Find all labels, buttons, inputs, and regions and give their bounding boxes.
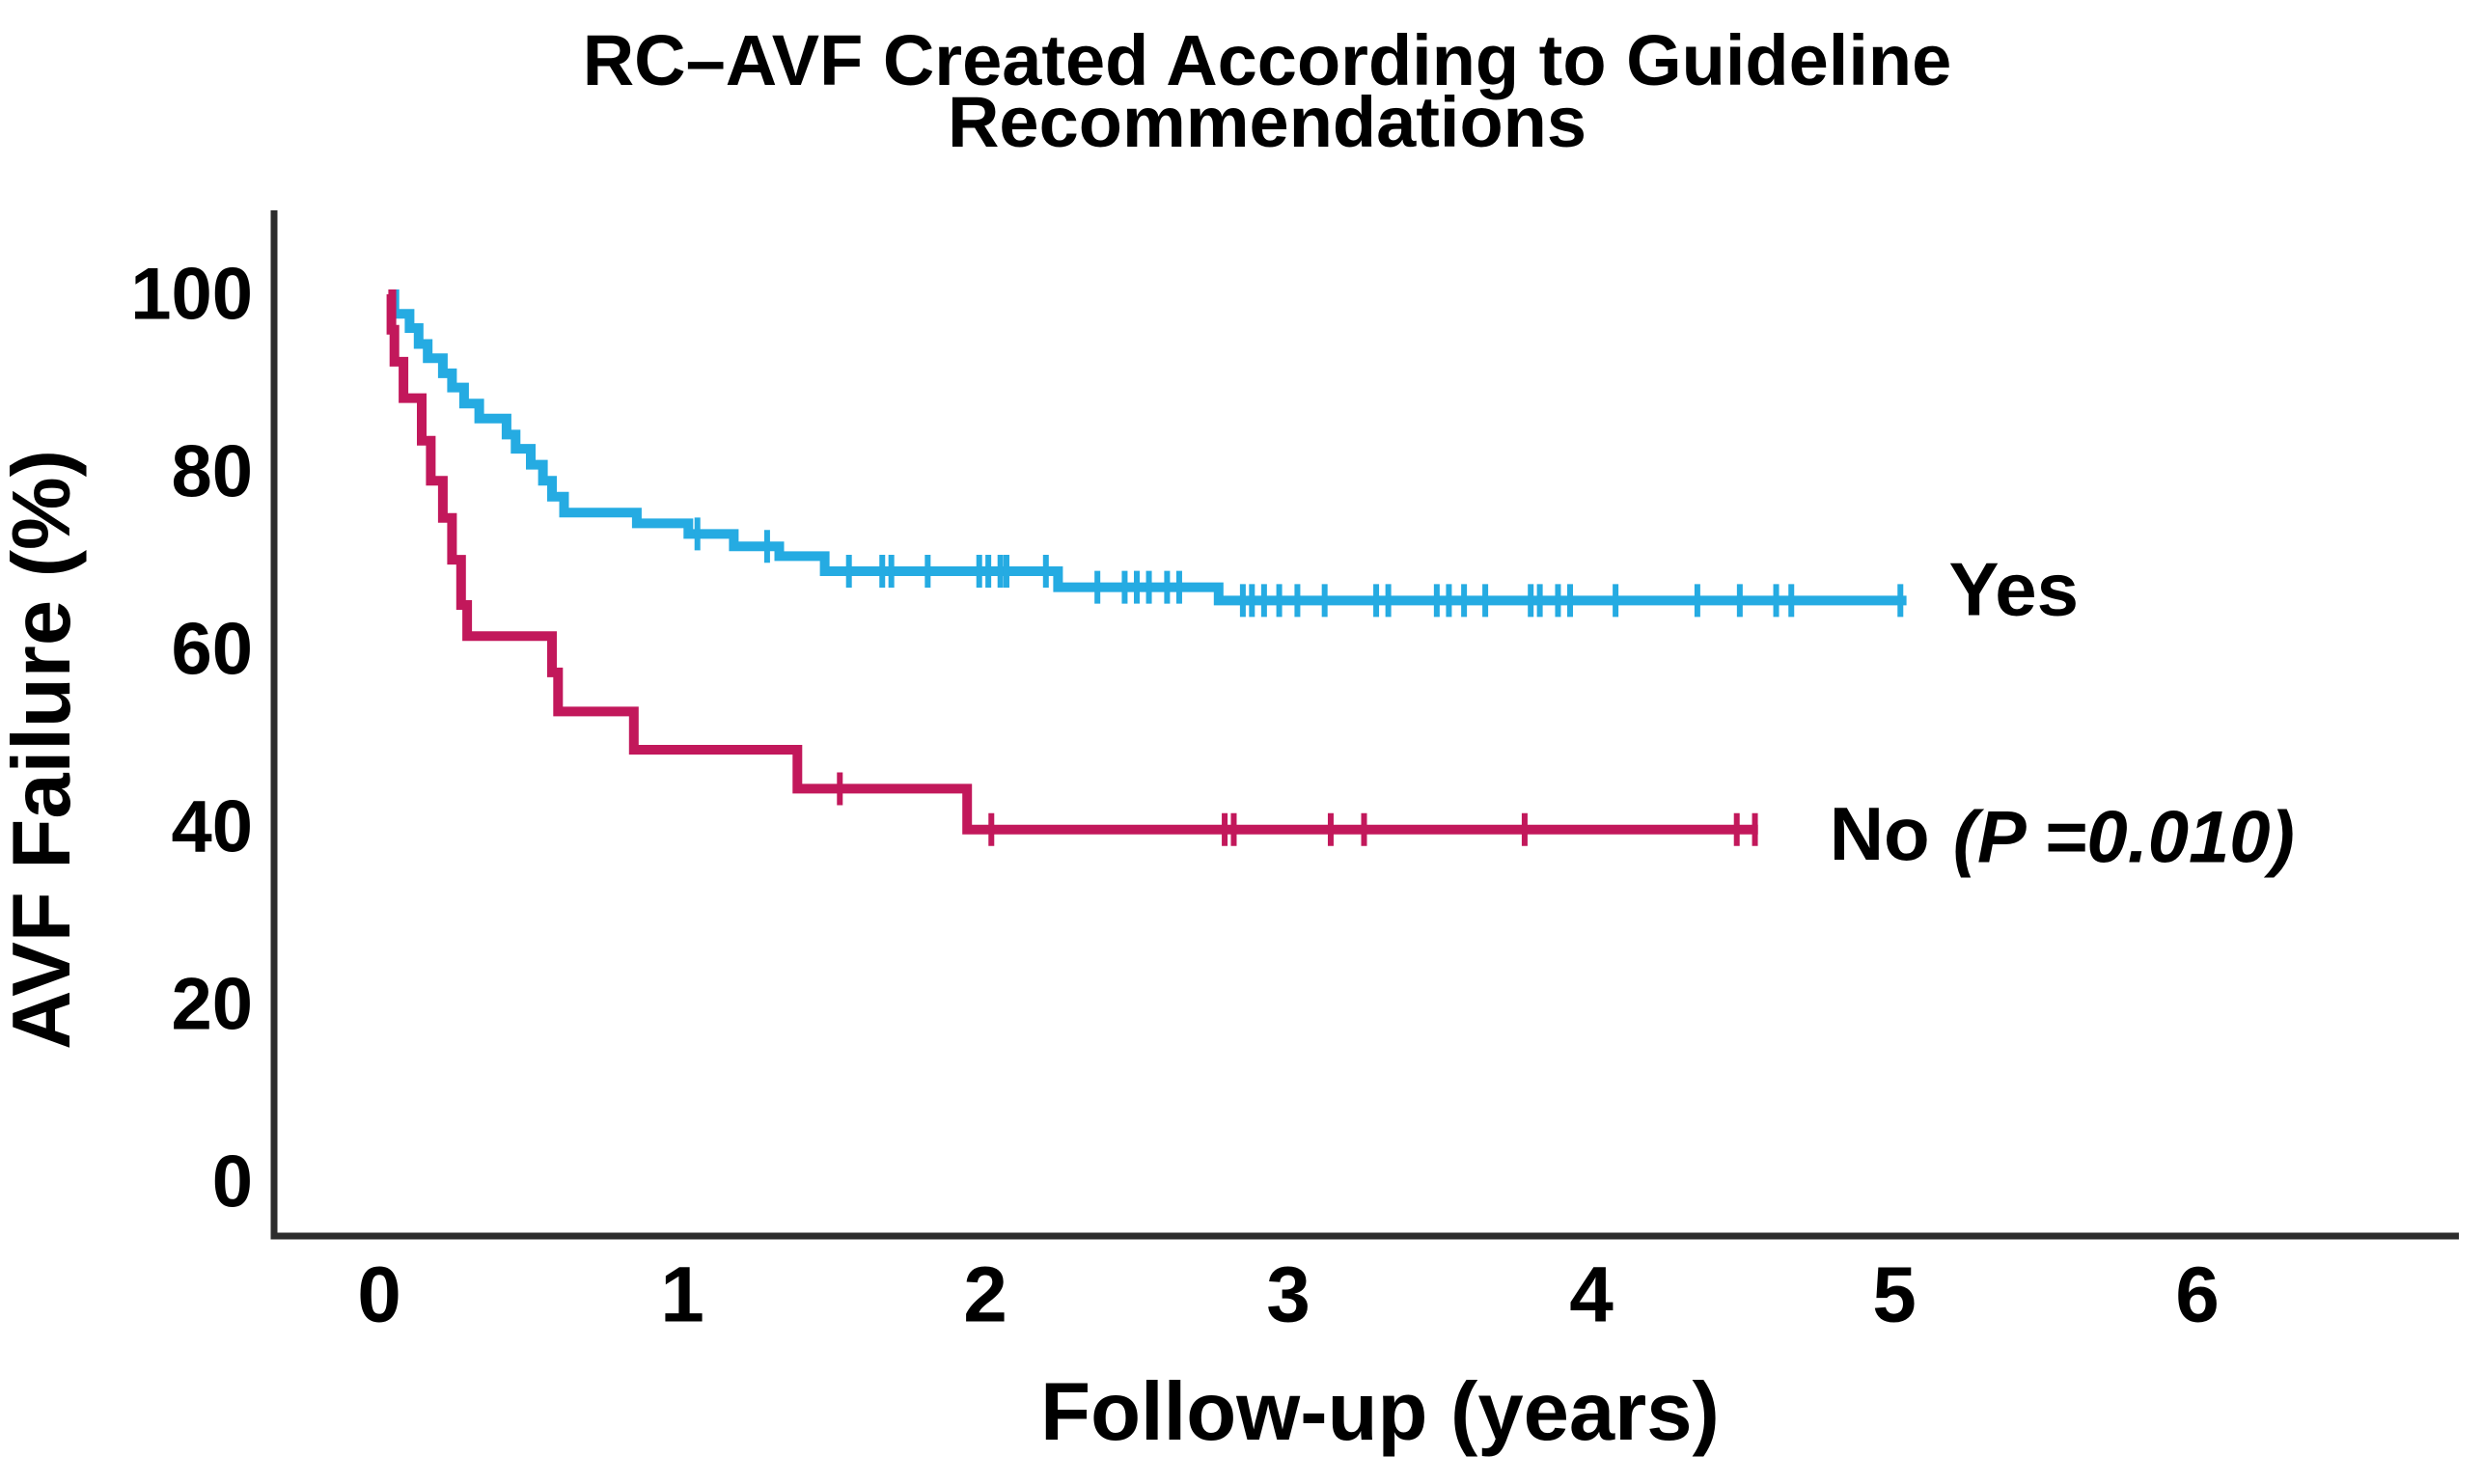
axis-lines xyxy=(270,210,2459,1240)
curve-end-labels: Yes No (P =0.010) xyxy=(1830,546,2295,878)
y-tick-label: 60 xyxy=(171,609,253,691)
y-tick-label: 100 xyxy=(130,254,253,336)
series-label-yes: Yes xyxy=(1949,546,2079,631)
x-tick-label: 2 xyxy=(963,1251,1007,1339)
x-tick-label: 3 xyxy=(1266,1251,1310,1339)
x-axis-title: Follow-up (years) xyxy=(1040,1366,1720,1458)
axes xyxy=(270,210,2459,1240)
x-tick-label: 4 xyxy=(1569,1251,1614,1339)
y-tick-label: 40 xyxy=(171,786,253,868)
x-tick-labels: 0 1 2 3 4 5 6 xyxy=(357,1251,2220,1339)
p-value-label: (P =0.010) xyxy=(1953,796,2295,878)
y-tick-label: 80 xyxy=(171,431,253,513)
survival-curve-yes xyxy=(389,289,1907,606)
x-tick-label: 1 xyxy=(660,1251,704,1339)
y-tick-labels: 100 80 60 40 20 0 xyxy=(130,254,253,1223)
chart-title-line2: Recommendations xyxy=(948,82,1586,162)
x-tick-label: 0 xyxy=(357,1251,401,1339)
x-tick-label: 5 xyxy=(1872,1251,1917,1339)
series-label-no: No xyxy=(1830,791,1930,876)
y-axis-title: AVF Failure (%) xyxy=(0,450,88,1050)
y-tick-label: 0 xyxy=(212,1141,253,1223)
chart-title-line1: RC–AVF Created According to Guideline xyxy=(583,20,1952,100)
x-tick-label: 6 xyxy=(2175,1251,2220,1339)
y-tick-label: 20 xyxy=(171,964,253,1046)
survival-curves xyxy=(386,289,1907,846)
survival-curve-no xyxy=(386,289,1758,835)
